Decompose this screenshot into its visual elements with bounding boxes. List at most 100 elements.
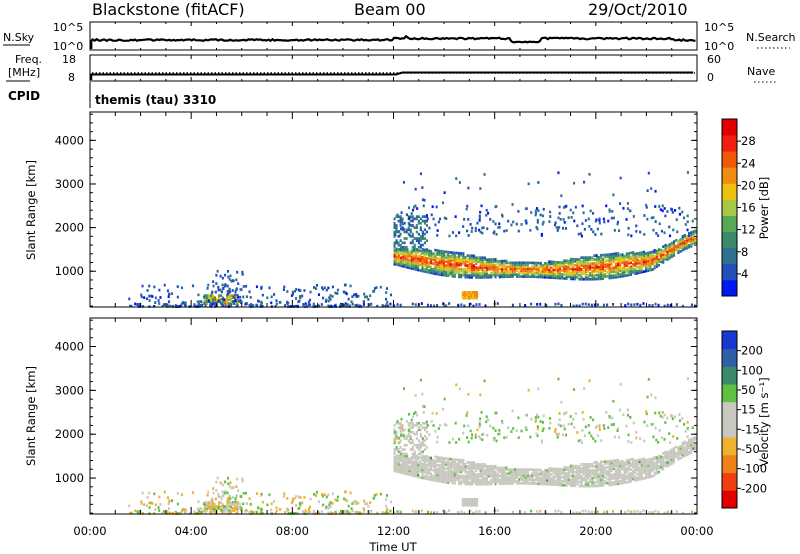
- velocity-echo-cell: [662, 457, 665, 461]
- power-echo-cell: [675, 246, 678, 250]
- velocity-echo-cell: [533, 480, 536, 483]
- power-echo-cell: [683, 234, 686, 237]
- velocity-echo-cell: [685, 449, 688, 453]
- velocity-echo-cell: [490, 466, 493, 470]
- power-echo-cell: [604, 273, 607, 276]
- velocity-echo-cell: [559, 473, 562, 477]
- power-echo-cell: [473, 254, 476, 258]
- velocity-echo-cell: [681, 447, 684, 451]
- velocity-echo-cell: [408, 465, 411, 469]
- velocity-echo-cell: [507, 426, 510, 430]
- cpid-value: themis (tau) 3310: [95, 93, 216, 107]
- power-echo-cell: [438, 261, 441, 265]
- velocity-echo-cell: [619, 466, 622, 469]
- power-echo-cell: [475, 268, 478, 271]
- power-colorbar-tick-label: 24: [741, 156, 756, 170]
- velocity-echo-cell: [509, 480, 512, 483]
- power-echo-cell: [581, 222, 584, 226]
- velocity-echo-cell: [530, 509, 533, 513]
- power-x-ticks: [89, 112, 698, 307]
- power-echo-cells: [128, 171, 697, 308]
- velocity-echo-cell: [492, 438, 495, 442]
- power-echo-cell: [690, 237, 693, 240]
- velocity-echo-cell: [473, 463, 476, 466]
- power-echo-cell: [571, 265, 574, 269]
- power-echo-cell: [632, 264, 635, 268]
- power-echo-cell: [423, 221, 426, 225]
- power-echo-cell: [410, 249, 413, 253]
- power-echo-cell: [578, 304, 581, 308]
- velocity-echo-cell: [616, 427, 619, 431]
- power-echo-cell: [436, 266, 439, 270]
- velocity-echo-cell: [409, 426, 412, 429]
- power-echo-cell: [436, 264, 439, 268]
- power-echo-cell: [415, 254, 418, 258]
- velocity-echo-cell: [224, 509, 227, 512]
- power-echo-cell: [406, 258, 409, 261]
- power-echo-cell: [642, 256, 645, 260]
- power-echo-cell: [596, 227, 599, 231]
- power-echo-cell: [634, 260, 637, 264]
- power-echo-cell: [683, 235, 686, 239]
- velocity-echo-cell: [473, 479, 476, 482]
- velocity-echo-cell: [494, 476, 497, 480]
- velocity-echo-cell: [550, 479, 553, 482]
- power-echo-cell: [513, 263, 516, 267]
- power-echo-cell: [668, 256, 671, 260]
- power-echo-cell: [576, 267, 579, 271]
- power-echo-cell: [230, 298, 233, 301]
- velocity-echo-cell: [483, 480, 486, 484]
- power-echo-cell: [469, 296, 472, 300]
- power-echo-cell: [207, 299, 210, 303]
- velocity-echo-cell: [466, 472, 469, 476]
- nsky-trace: [90, 34, 696, 49]
- power-echo-cell: [685, 244, 688, 248]
- power-echo-cell: [638, 271, 641, 274]
- velocity-echo-cell: [651, 463, 654, 466]
- velocity-echo-cell: [436, 469, 439, 473]
- power-echo-cell: [239, 288, 242, 291]
- power-echo-cell: [399, 243, 402, 247]
- power-echo-cell: [479, 187, 482, 190]
- power-echo-cell: [557, 171, 560, 175]
- velocity-echo-cell: [492, 468, 495, 472]
- power-echo-cell: [219, 288, 222, 292]
- velocity-echo-cell: [668, 461, 671, 465]
- power-echo-cell: [653, 249, 656, 252]
- velocity-echo-cell: [284, 511, 287, 514]
- power-echo-cell: [451, 274, 454, 278]
- power-echo-cell: [654, 189, 657, 193]
- velocity-echo-cell: [406, 457, 409, 460]
- power-echo-cell: [235, 278, 238, 282]
- power-echo-cell: [604, 275, 607, 278]
- velocity-echo-cell: [612, 459, 615, 463]
- power-echo-cell: [645, 261, 648, 265]
- power-echo-cell: [675, 244, 678, 248]
- velocity-echo-cell: [488, 480, 491, 484]
- power-echo-cell: [663, 304, 666, 308]
- power-echo-cell: [315, 287, 318, 290]
- velocity-echo-cell: [329, 501, 332, 504]
- velocity-echo-cell: [655, 464, 658, 467]
- velocity-echo-cell: [647, 476, 650, 479]
- power-echo-cell: [663, 207, 666, 210]
- velocity-echo-cell: [677, 450, 680, 453]
- velocity-echo-cell: [468, 467, 471, 470]
- velocity-echo-cell: [580, 468, 583, 472]
- velocity-echo-cell: [405, 437, 408, 440]
- velocity-echo-cell: [694, 436, 697, 439]
- velocity-echo-cell: [482, 432, 485, 436]
- power-echo-cell: [642, 252, 645, 256]
- power-echo-cell: [468, 256, 471, 260]
- power-echo-cell: [448, 234, 451, 238]
- velocity-echo-cell: [666, 416, 669, 420]
- velocity-echo-cell: [660, 436, 663, 440]
- power-echo-cell: [624, 304, 627, 307]
- velocity-echo-cell: [487, 418, 490, 422]
- velocity-echo-cell: [625, 469, 628, 472]
- power-echo-cell: [567, 216, 570, 219]
- power-echo-cell: [535, 269, 538, 273]
- velocity-echo-cell: [619, 474, 622, 477]
- power-echo-cell: [351, 302, 354, 306]
- power-echo-cell: [617, 273, 620, 277]
